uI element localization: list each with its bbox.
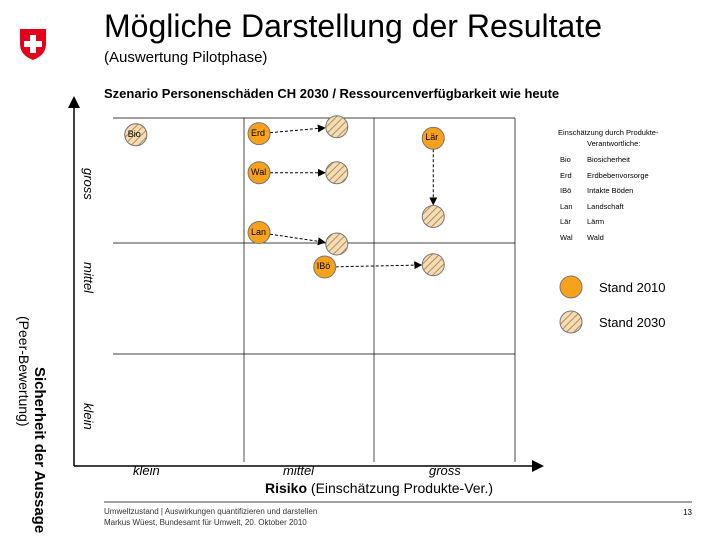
dot-2030-lan	[325, 232, 349, 256]
series-2010	[124, 122, 445, 279]
footer-line-1: Umweltzustand | Auswirkungen quantifizie…	[104, 507, 318, 516]
legend-abbr-bio: Bio	[560, 155, 571, 164]
slide-subtitle: (Auswertung Pilotphase)	[104, 49, 268, 66]
dot-2030-laer	[421, 204, 445, 228]
dot-2010-erd	[247, 122, 271, 146]
x-tick-gross: gross	[429, 463, 461, 478]
legend-stand-2010: Stand 2010	[599, 280, 666, 295]
legend-full-laer: Lärm	[587, 217, 605, 226]
legend-full-lan: Landschaft	[587, 201, 624, 211]
swiss-emblem	[20, 29, 46, 60]
dot-2030-erd	[325, 115, 349, 139]
dot-2010-wal	[247, 161, 271, 185]
legend-swatches	[559, 275, 583, 334]
shift-arrow-erd	[269, 124, 326, 134]
dot-label-laer: Lär	[425, 132, 439, 143]
dot-label-bio: Bio	[127, 128, 141, 139]
legend-full-iboe: Intakte Böden	[587, 186, 634, 195]
page-number: 13	[683, 508, 692, 517]
grid	[113, 117, 516, 462]
legend-full-bio: Biosicherheit	[587, 155, 630, 164]
x-axis-title: Risiko (Einschätzung Produkte-Ver.)	[265, 480, 494, 496]
dot-2030-iboe	[421, 253, 445, 277]
dot-2010-laer	[421, 126, 445, 150]
dot-2030-bio	[124, 123, 148, 147]
dot-label-iboe: IBö	[316, 261, 331, 272]
shift-arrow-lan	[269, 233, 326, 246]
dot-label-erd: Erd	[251, 127, 266, 138]
y-axis-title: Sicherheit der Aussage	[31, 367, 48, 534]
dot-2010-iboe	[313, 255, 337, 279]
y-tick-klein: klein	[81, 403, 96, 430]
legend-full-erd: Erdbebenvorsorge	[587, 170, 649, 180]
scenario-heading: Szenario Personenschäden CH 2030 / Resso…	[104, 86, 560, 101]
y-tick-gross: gross	[81, 168, 96, 200]
y-axis-subtitle: (Peer-Bewertung)	[16, 316, 32, 427]
legend-header-2: Verantwortliche:	[587, 139, 641, 148]
dot-label-lan: Lan	[251, 226, 267, 237]
legend-swatch-2010	[559, 275, 583, 299]
slide-title: Mögliche Darstellung der Resultate	[104, 8, 603, 44]
footer-line-2: Markus Wüest, Bundesamt für Umwelt, 20. …	[104, 518, 307, 527]
legend-stand-2030: Stand 2030	[599, 315, 666, 330]
dot-2010-lan	[247, 221, 271, 245]
legend-swatch-2030	[559, 310, 583, 334]
x-tick-mittel: mittel	[283, 463, 315, 478]
series-2030	[124, 115, 445, 277]
legend-abbr-wal: Wal	[560, 232, 573, 242]
legend-abbr-lan: Lan	[560, 201, 573, 211]
shift-arrows	[269, 124, 438, 270]
y-tick-mittel: mittel	[81, 262, 96, 294]
x-tick-klein: klein	[133, 463, 160, 478]
legend-header-1: Einschätzung durch Produkte-	[558, 128, 659, 137]
legend-full-wal: Wald	[587, 232, 604, 242]
shift-arrow-iboe	[335, 261, 423, 270]
dot-2030-wal	[325, 161, 349, 185]
legend-abbr-iboe: IBö	[560, 186, 572, 195]
dot-label-wal: Wal	[251, 166, 267, 177]
legend-abbr-erd: Erd	[560, 170, 572, 180]
legend-abbr-laer: Lär	[560, 217, 571, 226]
